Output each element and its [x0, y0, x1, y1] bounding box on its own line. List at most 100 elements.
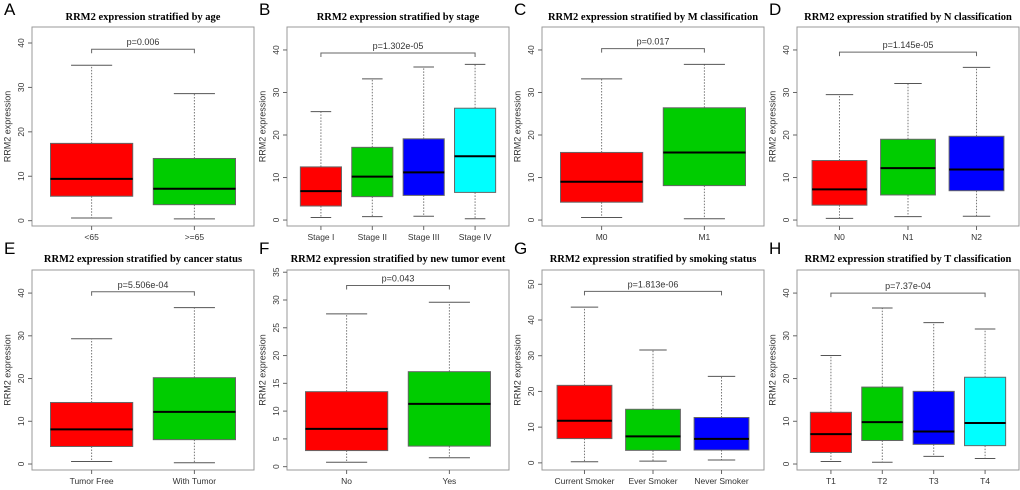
- y-tick-label: 0: [781, 217, 791, 222]
- y-tick-label: 10: [781, 173, 791, 183]
- y-tick-label: 10: [526, 173, 536, 183]
- box-3: [693, 375, 750, 461]
- iqr-box: [693, 417, 750, 451]
- y-tick-label: 40: [526, 315, 536, 325]
- chart-title: RRM2 expression stratified by new tumor …: [291, 254, 506, 265]
- x-tick-label: M0: [596, 232, 608, 242]
- y-tick-label: 20: [16, 374, 26, 384]
- iqr-box: [152, 377, 236, 441]
- box-1: [560, 78, 644, 218]
- x-tick-label: Current Smoker: [554, 476, 614, 486]
- p-value-label: p=1.145e-05: [883, 40, 934, 50]
- p-value-bracket: [91, 48, 195, 54]
- box-1: [50, 64, 134, 219]
- y-tick-label: 40: [16, 38, 26, 48]
- x-tick-label: <65: [84, 232, 99, 242]
- y-tick-label: 20: [16, 127, 26, 137]
- panel-letter: C: [514, 0, 526, 19]
- x-tick-label: Stage I: [307, 232, 334, 242]
- x-tick-label: Stage III: [408, 232, 440, 242]
- p-value-label: p=5.506e-04: [118, 280, 169, 290]
- x-tick-label: M1: [698, 232, 710, 242]
- x-tick-label: Stage II: [358, 232, 387, 242]
- iqr-box: [556, 384, 613, 440]
- y-tick-label: 15: [271, 378, 281, 388]
- y-tick-label: 0: [16, 218, 26, 223]
- iqr-box: [811, 160, 868, 206]
- panel-letter: B: [259, 0, 270, 19]
- y-tick-label: 20: [526, 386, 536, 396]
- y-tick-label: 10: [781, 416, 791, 426]
- chart-title: RRM2 expression stratified by N classifi…: [804, 12, 1012, 23]
- p-value-label: p=7.37e-04: [885, 281, 931, 291]
- panel-e: E RRM2 expression stratified by cancer st…: [2, 239, 255, 486]
- x-tick-label: With Tumor: [173, 476, 217, 486]
- y-tick-label: 5: [271, 436, 281, 441]
- panel-letter: E: [4, 239, 15, 258]
- box-1: [299, 111, 342, 218]
- y-tick-label: 30: [526, 351, 536, 361]
- x-tick-label: T2: [877, 476, 887, 486]
- box-1: [305, 313, 389, 463]
- y-tick-label: 40: [781, 45, 791, 55]
- iqr-box: [402, 138, 445, 196]
- box-2: [351, 78, 394, 218]
- chart-title: RRM2 expression stratified by smoking st…: [550, 254, 757, 265]
- y-tick-label: 50: [526, 279, 536, 289]
- iqr-box: [861, 386, 904, 442]
- x-tick-label: N0: [834, 232, 845, 242]
- panel-f: F RRM2 expression stratified by new tumor…: [257, 239, 510, 486]
- x-tick-label: Never Smoker: [694, 476, 748, 486]
- y-tick-label: 35: [271, 267, 281, 277]
- box-4: [964, 328, 1007, 459]
- box-3: [402, 66, 445, 217]
- chart-title: RRM2 expression stratified by age: [66, 12, 221, 23]
- x-tick-label: T3: [929, 476, 939, 486]
- x-tick-label: N1: [903, 232, 914, 242]
- box-2: [152, 307, 236, 464]
- chart-title: RRM2 expression stratified by cancer sta…: [44, 254, 242, 265]
- y-tick-label: 0: [781, 461, 791, 466]
- iqr-box: [351, 146, 394, 198]
- box-2: [880, 83, 936, 218]
- y-tick-label: 30: [781, 87, 791, 97]
- p-value-label: p=0.017: [637, 37, 670, 47]
- y-axis-label: RRM2 expression: [2, 334, 12, 406]
- y-tick-label: 0: [526, 460, 536, 465]
- p-value-bracket: [91, 291, 195, 296]
- y-tick-label: 25: [271, 323, 281, 333]
- box-4: [454, 63, 497, 220]
- y-tick-label: 10: [271, 406, 281, 416]
- y-tick-label: 10: [271, 173, 281, 183]
- box-1: [50, 338, 134, 462]
- y-axis-label: RRM2 expression: [767, 91, 777, 163]
- box-2: [152, 93, 236, 220]
- x-tick-label: Yes: [442, 476, 456, 486]
- box-2: [861, 307, 904, 463]
- p-value-bracket: [346, 285, 450, 290]
- box-1: [811, 94, 868, 219]
- x-tick-label: Ever Smoker: [628, 476, 677, 486]
- panel-b: B RRM2 expression stratified by stage RRM2…: [257, 0, 510, 242]
- panel-letter: D: [769, 0, 781, 19]
- plot-frame: [541, 26, 765, 227]
- y-tick-label: 20: [526, 130, 536, 140]
- iqr-box: [948, 135, 1005, 192]
- y-tick-label: 10: [16, 171, 26, 181]
- plot-frame: [796, 269, 1020, 471]
- panel-letter: F: [259, 239, 269, 258]
- box-3: [948, 66, 1005, 217]
- p-value-bracket: [320, 52, 476, 57]
- p-value-label: p=1.302e-05: [373, 41, 424, 51]
- panel-c: C RRM2 expression stratified by M classif…: [512, 0, 765, 242]
- x-tick-label: N2: [971, 232, 982, 242]
- y-tick-label: 10: [16, 416, 26, 426]
- box-2: [662, 63, 746, 220]
- iqr-box: [625, 408, 681, 451]
- panel-letter: A: [4, 0, 16, 19]
- p-value-bracket: [838, 51, 978, 57]
- iqr-box: [50, 401, 134, 447]
- box-1: [556, 306, 613, 463]
- y-tick-label: 0: [16, 461, 26, 466]
- y-tick-label: 30: [16, 331, 26, 341]
